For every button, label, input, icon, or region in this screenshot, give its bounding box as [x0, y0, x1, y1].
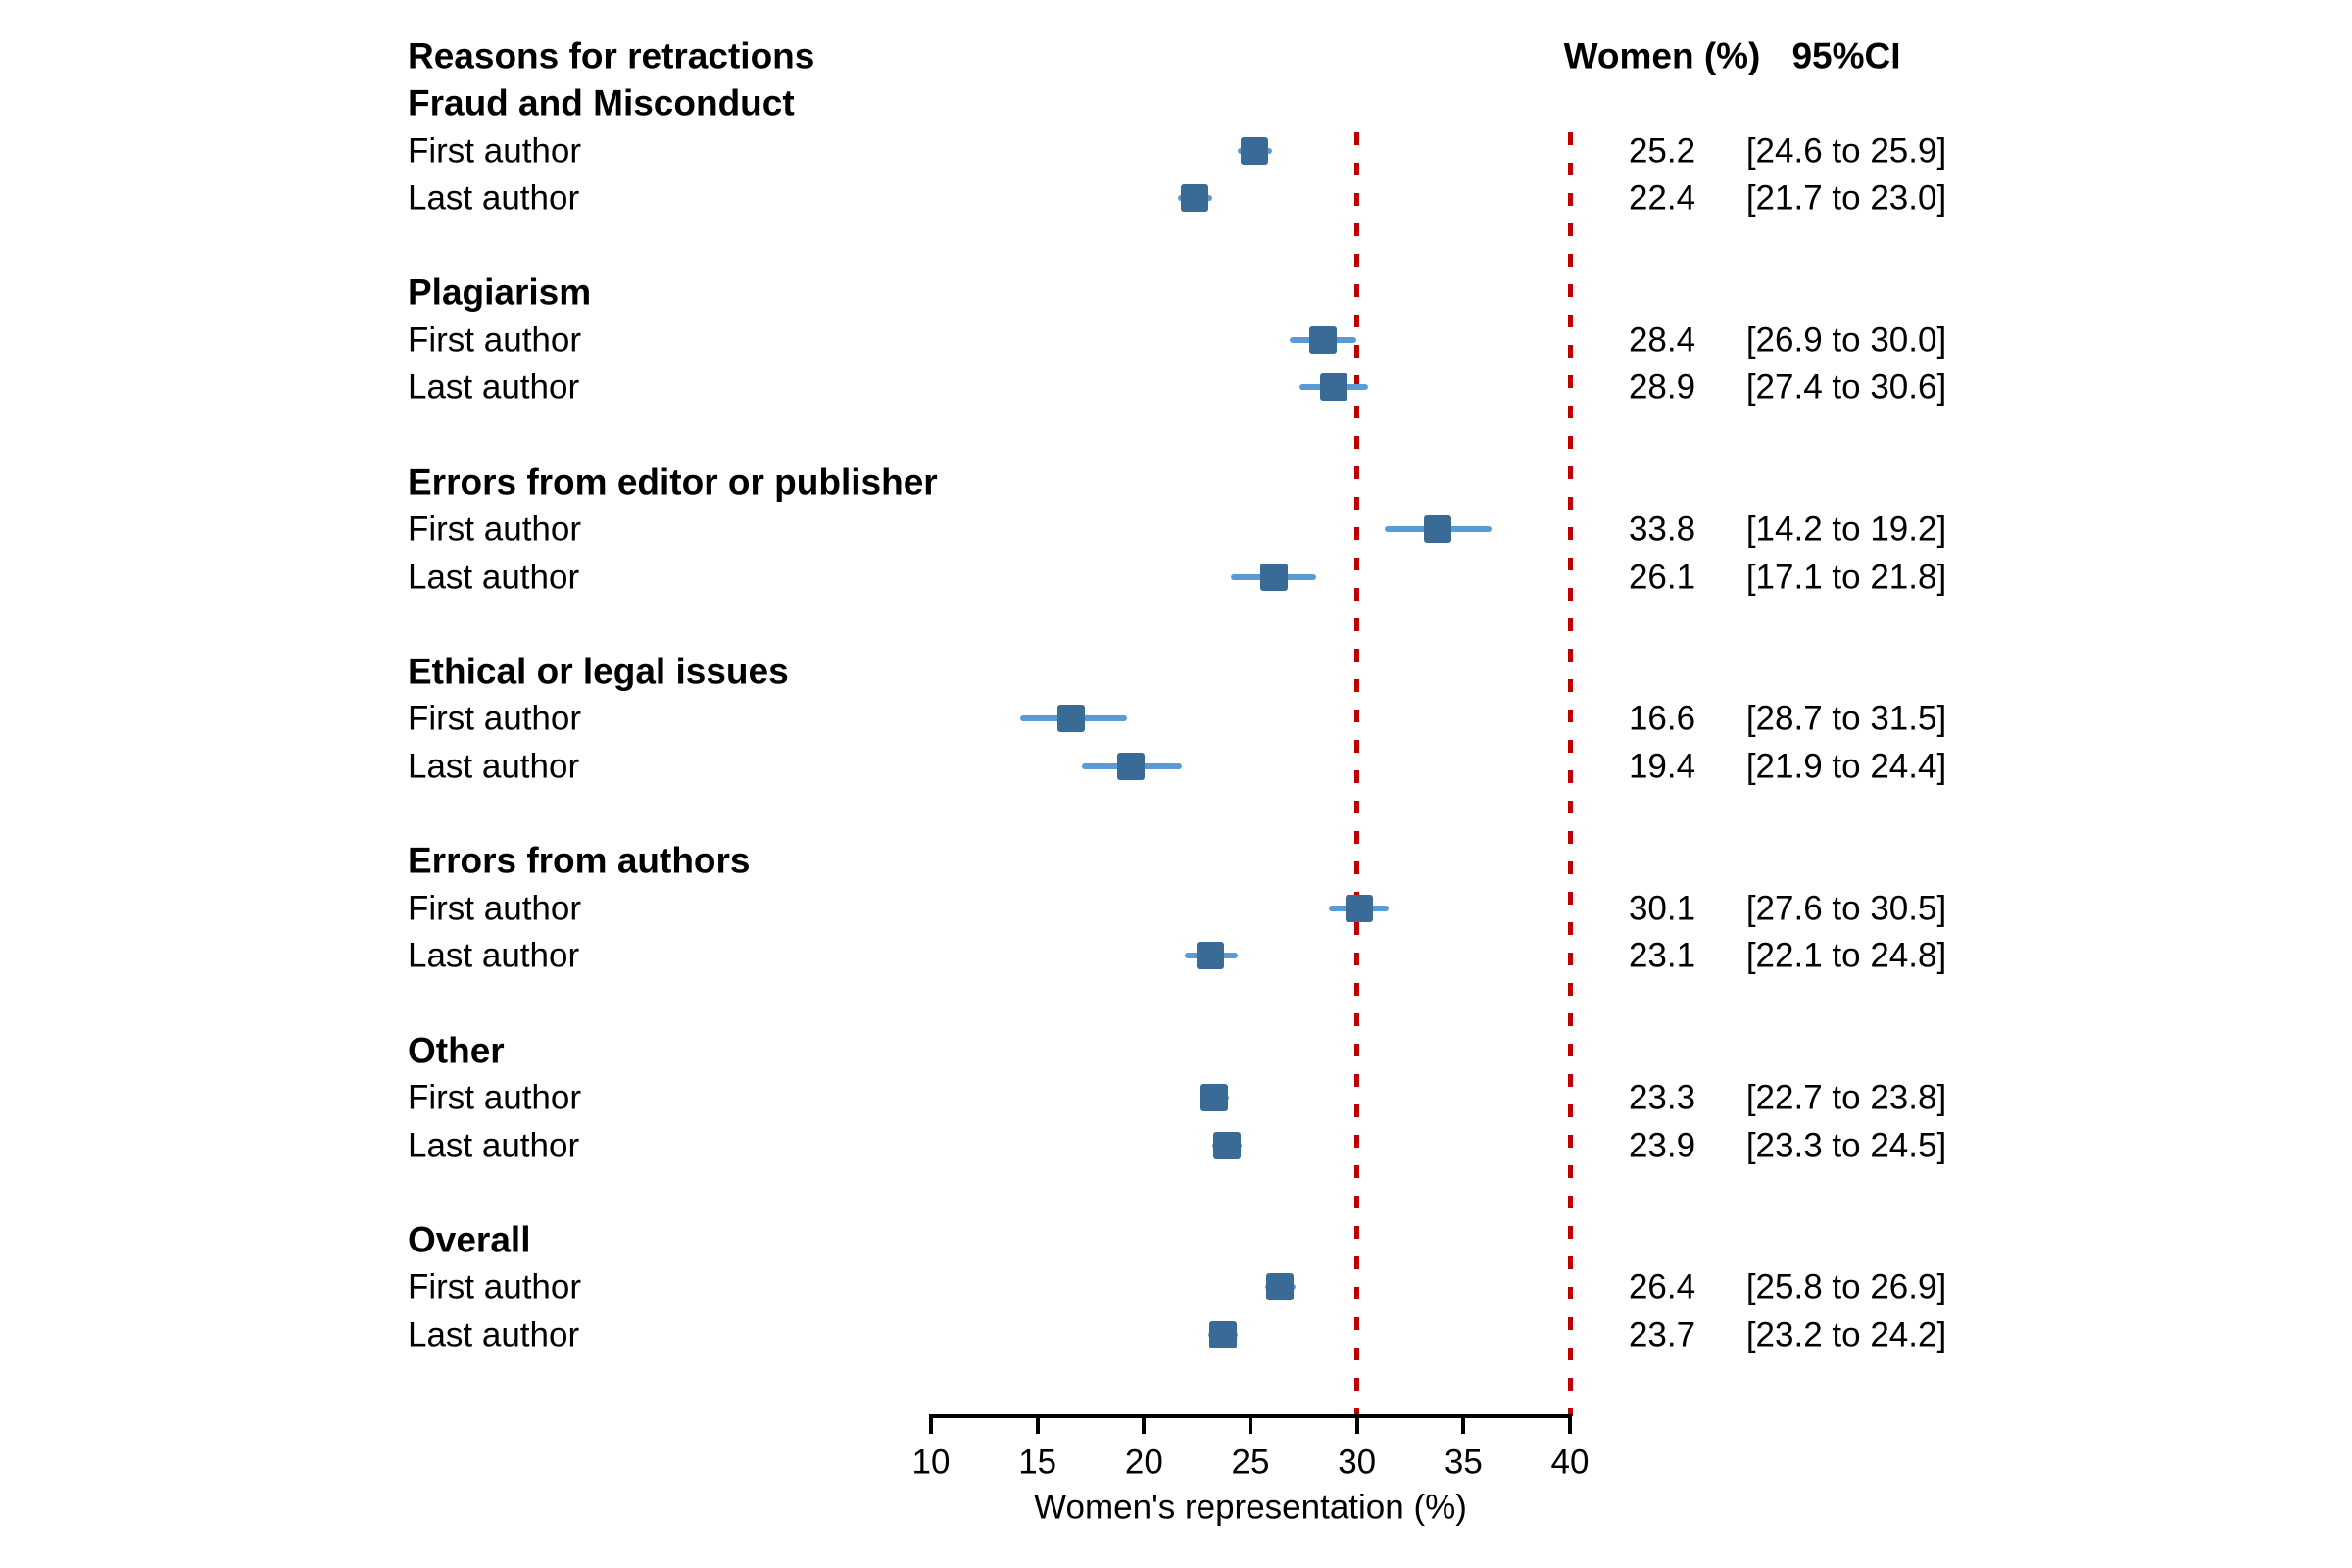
- ci-value: [26.9 to 30.0]: [1745, 320, 1947, 360]
- ci-value: [14.2 to 19.2]: [1745, 510, 1947, 549]
- reference-line-40: [1567, 132, 1573, 1416]
- row-label: First author: [408, 131, 581, 170]
- women-pct-value: 26.4: [1628, 1267, 1696, 1306]
- x-axis-tick-label: 40: [1550, 1443, 1590, 1482]
- x-axis-tick-label: 35: [1444, 1443, 1483, 1482]
- row-label: Last author: [408, 747, 580, 786]
- section-label: Plagiarism: [408, 271, 592, 313]
- section-label: Fraud and Misconduct: [408, 82, 795, 123]
- women-pct-value: 23.7: [1628, 1315, 1696, 1354]
- ci-value: [21.7 to 23.0]: [1745, 178, 1947, 218]
- row-label: First author: [408, 510, 581, 549]
- section-label: Ethical or legal issues: [408, 651, 789, 692]
- point-square: [1308, 325, 1337, 354]
- ci-value: [23.3 to 24.5]: [1745, 1126, 1947, 1164]
- row-label: First author: [408, 699, 581, 738]
- ci-value: [22.7 to 23.8]: [1745, 1078, 1947, 1117]
- x-axis-tick: [1354, 1414, 1359, 1434]
- women-pct-value: 26.1: [1628, 558, 1696, 597]
- row-label: First author: [408, 1267, 581, 1306]
- reasons-header: Reasons for retractions: [408, 35, 815, 76]
- ci-value: [17.1 to 21.8]: [1745, 558, 1947, 597]
- row-label: Last author: [408, 368, 580, 407]
- row-label: Last author: [408, 178, 580, 218]
- point-square: [1200, 1084, 1229, 1111]
- x-axis-tick-label: 30: [1338, 1443, 1377, 1482]
- x-axis-tick: [1249, 1414, 1252, 1434]
- row-label: Last author: [408, 1126, 580, 1164]
- point-square: [1319, 373, 1348, 402]
- women-pct-value: 28.9: [1628, 368, 1696, 407]
- row-label: Last author: [408, 1315, 580, 1354]
- ci-value: [27.4 to 30.6]: [1745, 368, 1947, 407]
- women-pct-value: 25.2: [1628, 131, 1696, 170]
- x-axis-tick-label: 15: [1018, 1443, 1057, 1482]
- point-square: [1196, 942, 1224, 970]
- point-square: [1208, 1320, 1237, 1348]
- ci-value: [25.8 to 26.9]: [1745, 1267, 1947, 1306]
- section-label: Overall: [408, 1219, 531, 1260]
- women-pct-value: 23.9: [1628, 1126, 1696, 1164]
- women-pct-value: 16.6: [1628, 699, 1696, 738]
- x-axis-tick-label: 20: [1124, 1443, 1163, 1482]
- women-pct-value: 33.8: [1628, 510, 1696, 549]
- ci-value: [28.7 to 31.5]: [1745, 699, 1947, 738]
- point-square: [1117, 752, 1146, 780]
- reference-line-30: [1354, 132, 1360, 1416]
- x-axis-tick: [929, 1414, 933, 1434]
- women-pct-header: Women (%): [1563, 35, 1761, 76]
- point-square: [1241, 136, 1269, 165]
- women-pct-value: 23.3: [1628, 1078, 1696, 1117]
- x-axis-tick-label: 25: [1231, 1443, 1270, 1482]
- ci-value: [24.6 to 25.9]: [1745, 131, 1947, 170]
- women-pct-value: 23.1: [1628, 936, 1696, 975]
- women-pct-value: 30.1: [1628, 889, 1696, 928]
- ci-header: 95%CI: [1791, 35, 1901, 76]
- x-axis-tick-label: 10: [911, 1443, 951, 1482]
- section-label: Other: [408, 1030, 505, 1070]
- x-axis-tick: [1461, 1414, 1466, 1434]
- women-pct-value: 19.4: [1628, 747, 1696, 786]
- row-label: First author: [408, 320, 581, 360]
- x-axis-tick: [1142, 1414, 1147, 1434]
- women-pct-value: 22.4: [1628, 178, 1696, 218]
- ci-value: [23.2 to 24.2]: [1745, 1315, 1947, 1354]
- row-label: Last author: [408, 558, 580, 597]
- row-label: First author: [408, 889, 581, 928]
- point-square: [1057, 705, 1086, 733]
- row-label: First author: [408, 1078, 581, 1117]
- point-square: [1345, 894, 1373, 922]
- row-label: Last author: [408, 936, 580, 975]
- ci-value: [22.1 to 24.8]: [1745, 936, 1947, 975]
- women-pct-value: 28.4: [1628, 320, 1696, 360]
- point-square: [1424, 515, 1452, 544]
- point-square: [1181, 184, 1209, 212]
- section-label: Errors from editor or publisher: [408, 462, 938, 503]
- x-axis-tick: [1568, 1414, 1572, 1434]
- x-axis-tick: [1035, 1414, 1040, 1434]
- section-label: Errors from authors: [408, 840, 751, 881]
- point-square: [1259, 563, 1288, 591]
- point-square: [1266, 1273, 1295, 1301]
- ci-value: [21.9 to 24.4]: [1745, 747, 1947, 786]
- point-square: [1213, 1131, 1242, 1159]
- ci-value: [27.6 to 30.5]: [1745, 889, 1947, 928]
- x-axis-title: Women's representation (%): [1034, 1488, 1467, 1527]
